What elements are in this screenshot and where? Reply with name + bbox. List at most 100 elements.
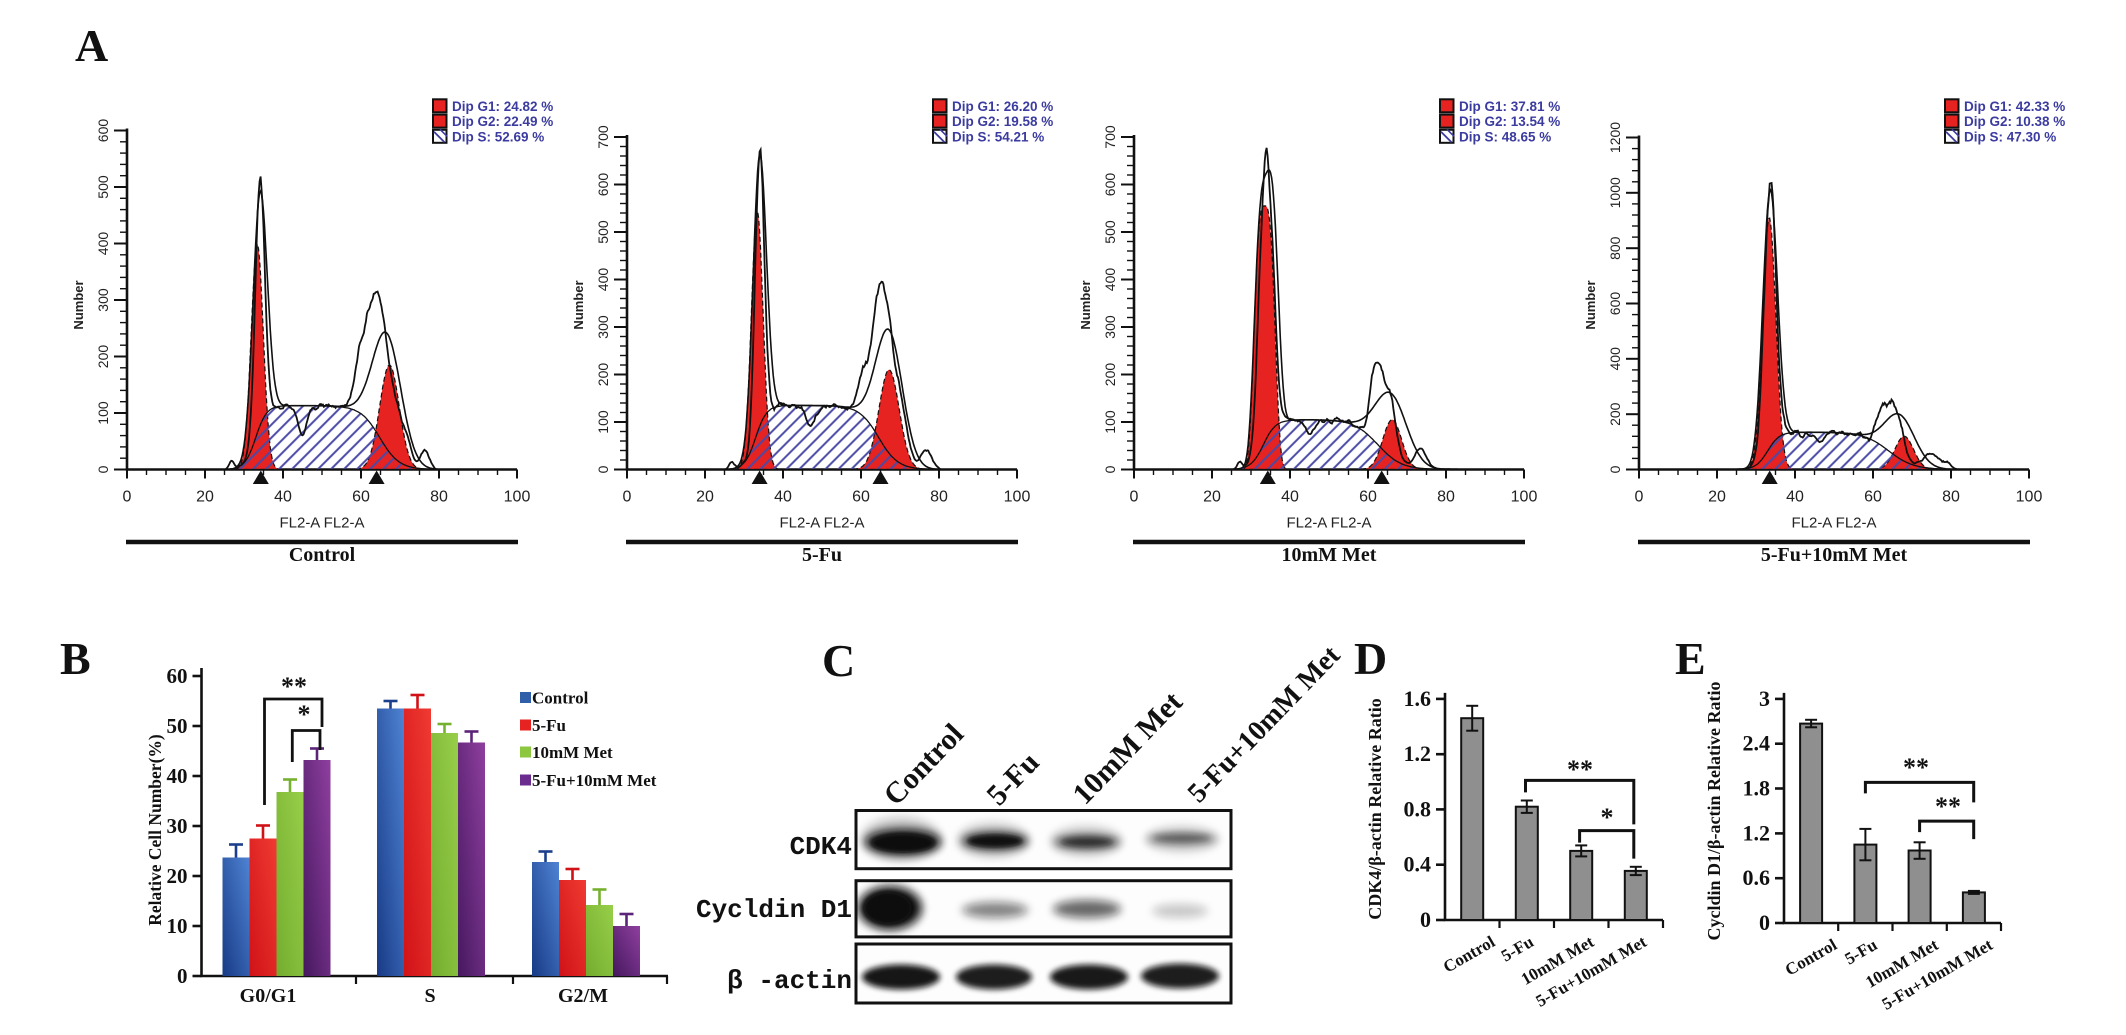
- svg-text:60: 60: [852, 489, 870, 506]
- svg-text:400: 400: [595, 268, 611, 292]
- svg-text:D: D: [1354, 633, 1387, 684]
- svg-text:Dip S: 47.30 %: Dip S: 47.30 %: [1964, 129, 2056, 144]
- svg-text:200: 200: [595, 363, 611, 387]
- svg-text:Number: Number: [71, 280, 86, 329]
- svg-text:Number: Number: [1078, 280, 1093, 329]
- svg-text:0: 0: [1130, 489, 1139, 506]
- svg-text:40: 40: [774, 489, 792, 506]
- svg-text:300: 300: [1102, 315, 1118, 339]
- svg-text:FL2-A FL2-A: FL2-A FL2-A: [1286, 515, 1371, 532]
- svg-text:Dip G2: 10.38 %: Dip G2: 10.38 %: [1964, 114, 2065, 129]
- svg-text:700: 700: [595, 125, 611, 149]
- svg-text:1.2: 1.2: [1404, 741, 1432, 766]
- svg-text:Relative Cell Number(%): Relative Cell Number(%): [145, 734, 165, 926]
- svg-text:400: 400: [95, 232, 111, 256]
- svg-text:0: 0: [1759, 910, 1770, 935]
- svg-text:100: 100: [1511, 489, 1538, 506]
- svg-text:5-Fu: 5-Fu: [802, 544, 842, 566]
- svg-text:FL2-A FL2-A: FL2-A FL2-A: [279, 515, 364, 532]
- svg-text:60: 60: [1864, 489, 1882, 506]
- svg-text:0: 0: [95, 465, 111, 473]
- svg-text:60: 60: [352, 489, 370, 506]
- svg-text:0.8: 0.8: [1404, 796, 1432, 821]
- svg-text:100: 100: [504, 489, 531, 506]
- svg-text:0.4: 0.4: [1404, 852, 1432, 877]
- svg-text:500: 500: [1102, 220, 1118, 244]
- svg-text:20: 20: [196, 489, 214, 506]
- svg-text:FL2-A FL2-A: FL2-A FL2-A: [779, 515, 864, 532]
- svg-text:0: 0: [595, 465, 611, 473]
- svg-text:80: 80: [1437, 489, 1455, 506]
- svg-text:40: 40: [167, 764, 188, 788]
- svg-text:1200: 1200: [1607, 122, 1623, 153]
- svg-text:Dip G1: 24.82 %: Dip G1: 24.82 %: [452, 99, 553, 114]
- svg-text:1.8: 1.8: [1743, 776, 1771, 801]
- svg-text:30: 30: [167, 814, 188, 838]
- svg-text:10mM Met: 10mM Met: [532, 743, 613, 762]
- svg-text:S: S: [424, 985, 435, 1007]
- svg-text:Cycldin D1: Cycldin D1: [696, 895, 852, 925]
- svg-text:400: 400: [1102, 268, 1118, 292]
- svg-text:40: 40: [1786, 489, 1804, 506]
- svg-text:300: 300: [95, 288, 111, 312]
- svg-text:10: 10: [167, 914, 188, 938]
- svg-text:0: 0: [1420, 907, 1431, 932]
- svg-text:**: **: [1935, 792, 1961, 821]
- svg-text:600: 600: [1607, 292, 1623, 316]
- svg-text:Dip S: 48.65 %: Dip S: 48.65 %: [1459, 129, 1551, 144]
- svg-text:200: 200: [1102, 363, 1118, 387]
- svg-text:80: 80: [1942, 489, 1960, 506]
- svg-text:1000: 1000: [1607, 177, 1623, 208]
- svg-text:20: 20: [167, 864, 188, 888]
- svg-text:5-Fu: 5-Fu: [532, 716, 566, 735]
- svg-text:500: 500: [95, 175, 111, 199]
- svg-text:Dip G2: 22.49 %: Dip G2: 22.49 %: [452, 114, 553, 129]
- svg-text:2.4: 2.4: [1743, 731, 1771, 756]
- svg-text:5-Fu+10mM Met: 5-Fu+10mM Met: [532, 771, 657, 790]
- svg-text:80: 80: [930, 489, 948, 506]
- svg-text:Dip S: 54.21 %: Dip S: 54.21 %: [952, 129, 1044, 144]
- svg-text:G0/G1: G0/G1: [240, 985, 297, 1007]
- svg-text:Dip G2: 19.58 %: Dip G2: 19.58 %: [952, 114, 1053, 129]
- svg-text:Dip G1: 26.20 %: Dip G1: 26.20 %: [952, 99, 1053, 114]
- svg-text:20: 20: [696, 489, 714, 506]
- svg-text:5-Fu+10mM Met: 5-Fu+10mM Met: [1761, 544, 1908, 566]
- svg-text:100: 100: [95, 401, 111, 425]
- svg-text:FL2-A FL2-A: FL2-A FL2-A: [1791, 515, 1876, 532]
- svg-text:E: E: [1675, 633, 1706, 684]
- svg-text:300: 300: [595, 315, 611, 339]
- svg-text:G2/M: G2/M: [558, 985, 608, 1007]
- svg-text:Dip G1: 37.81 %: Dip G1: 37.81 %: [1459, 99, 1560, 114]
- svg-text:400: 400: [1607, 347, 1623, 371]
- svg-text:50: 50: [167, 714, 188, 738]
- svg-text:0: 0: [123, 489, 132, 506]
- svg-text:60: 60: [1359, 489, 1377, 506]
- svg-text:A: A: [75, 20, 108, 71]
- svg-text:100: 100: [2016, 489, 2043, 506]
- svg-text:40: 40: [1281, 489, 1299, 506]
- svg-text:0: 0: [177, 964, 188, 988]
- svg-text:0: 0: [1607, 465, 1623, 473]
- svg-text:40: 40: [274, 489, 292, 506]
- svg-text:100: 100: [595, 410, 611, 434]
- svg-text:CDK4/β-actin Relative Ratio: CDK4/β-actin Relative Ratio: [1365, 698, 1385, 919]
- svg-text:80: 80: [430, 489, 448, 506]
- svg-text:Cycldin D1/β-actin Relative Ra: Cycldin D1/β-actin Relative Ratio: [1704, 682, 1724, 941]
- svg-text:β -actin: β -actin: [727, 966, 852, 996]
- svg-text:Dip S: 52.69 %: Dip S: 52.69 %: [452, 129, 544, 144]
- svg-text:0: 0: [623, 489, 632, 506]
- svg-text:C: C: [822, 635, 855, 686]
- svg-text:1.2: 1.2: [1743, 820, 1771, 845]
- svg-text:Dip G2: 13.54 %: Dip G2: 13.54 %: [1459, 114, 1560, 129]
- svg-text:B: B: [60, 633, 91, 684]
- svg-text:3: 3: [1759, 686, 1770, 711]
- svg-text:0: 0: [1635, 489, 1644, 506]
- svg-text:0: 0: [1102, 465, 1118, 473]
- svg-text:Control: Control: [532, 689, 589, 708]
- svg-text:Number: Number: [1583, 280, 1598, 329]
- svg-text:*: *: [1601, 803, 1614, 832]
- svg-text:60: 60: [167, 664, 188, 688]
- svg-text:700: 700: [1102, 125, 1118, 149]
- svg-text:Number: Number: [571, 280, 586, 329]
- svg-text:Dip G1: 42.33 %: Dip G1: 42.33 %: [1964, 99, 2065, 114]
